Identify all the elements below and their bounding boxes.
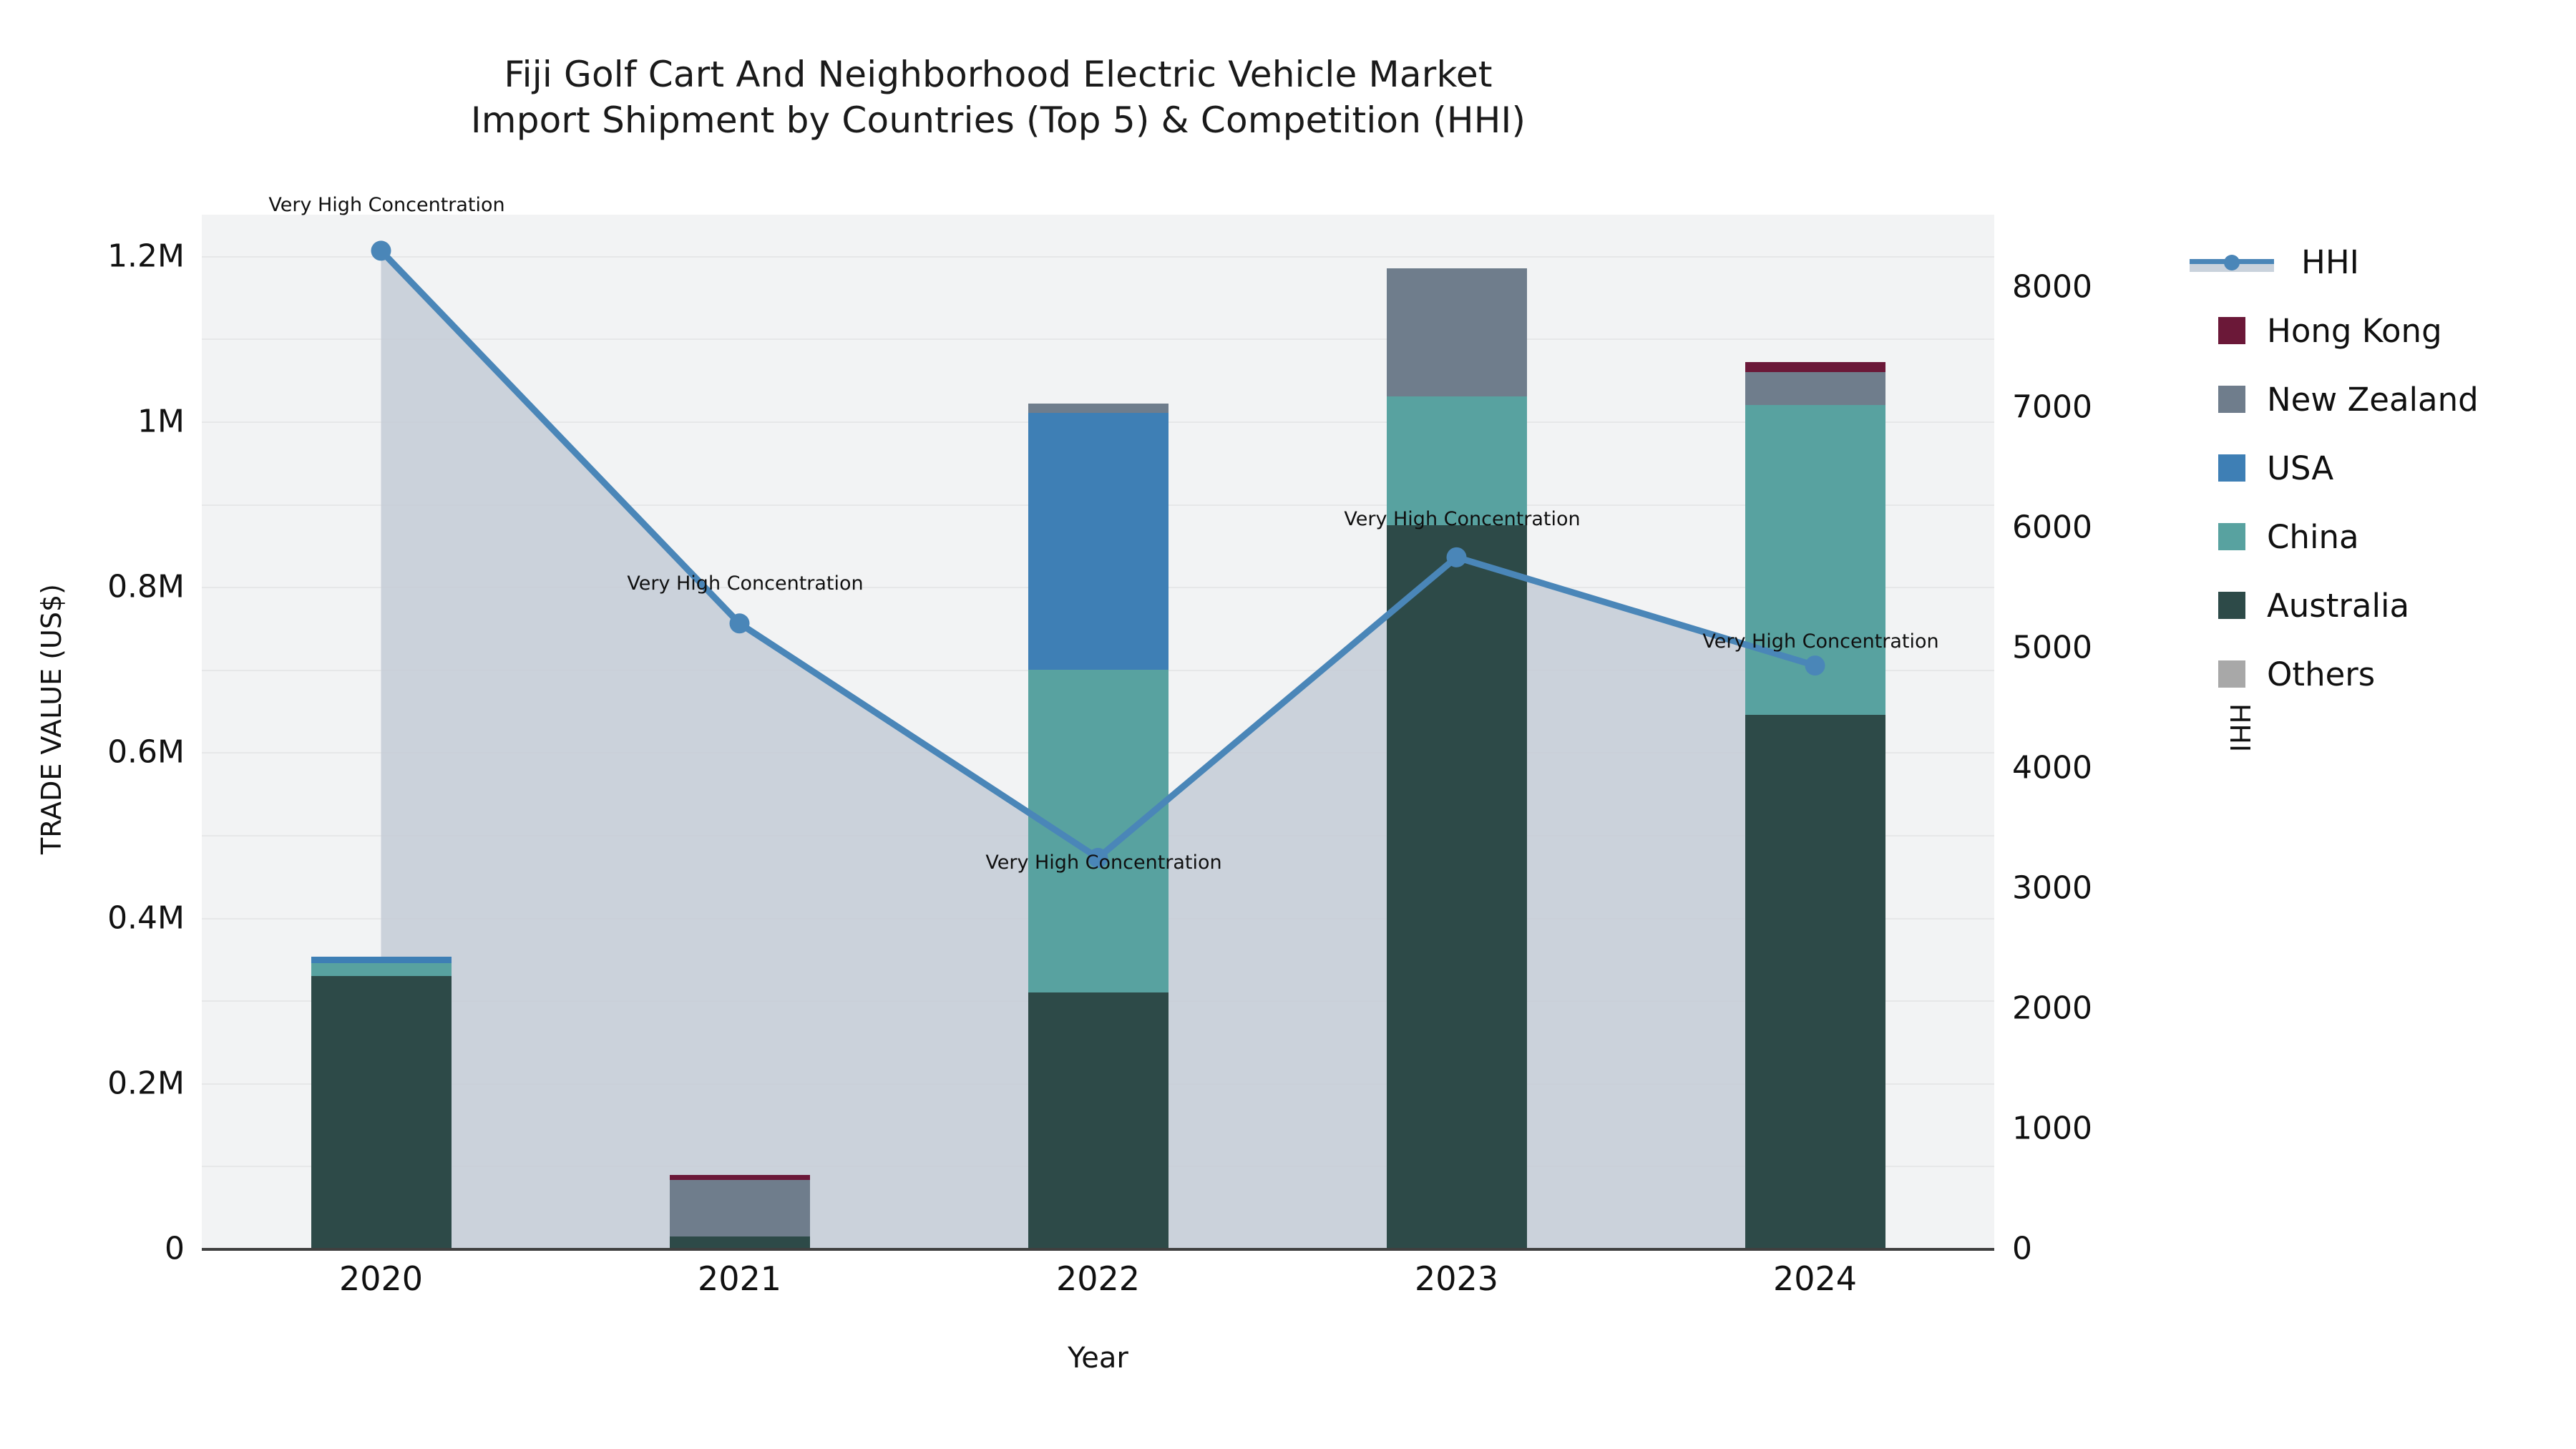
legend-item-label: Australia [2267, 586, 2410, 625]
x-axis-tick-label: 2024 [1772, 1259, 1858, 1298]
bar-stack[interactable] [311, 215, 452, 1249]
x-axis-tick-label: 2022 [1055, 1259, 1141, 1298]
chart-title-line-1: Fiji Golf Cart And Neighborhood Electric… [504, 54, 1493, 95]
bar-stack[interactable] [1386, 215, 1527, 1249]
legend-item[interactable]: New Zealand [2190, 365, 2576, 434]
y-axis-right-tick-label: 6000 [2012, 509, 2092, 546]
y-axis-right-tick-label: 0 [2012, 1230, 2032, 1267]
legend-item[interactable]: Others [2190, 640, 2576, 708]
bar-stack[interactable] [1028, 215, 1169, 1249]
y-axis-right-tick-label: 7000 [2012, 389, 2092, 426]
legend-item[interactable]: Hong Kong [2190, 296, 2576, 365]
legend-item-label: USA [2267, 449, 2334, 487]
bar-segment[interactable] [669, 1236, 810, 1249]
bar-segment[interactable] [669, 1175, 810, 1181]
bar-segment[interactable] [1745, 715, 1885, 1249]
y-axis-left-tick-label: 0.8M [107, 568, 185, 605]
y-axis-right-ticks: 0 1000 2000 3000 4000 5000 6000 7000 8000 [2012, 0, 2227, 1449]
y-axis-right-tick-label: 3000 [2012, 869, 2092, 907]
point-annotation: Very High Concentration [627, 572, 864, 595]
bar-segment[interactable] [1028, 403, 1169, 414]
legend-item[interactable]: HHI [2190, 228, 2576, 296]
bar-segment[interactable] [311, 956, 452, 964]
chart-title-line-2: Import Shipment by Countries (Top 5) & C… [470, 99, 1526, 141]
bar-segment[interactable] [1386, 525, 1527, 1249]
legend-item-label: Others [2267, 655, 2376, 693]
bar-segment[interactable] [311, 963, 452, 976]
bar-segment[interactable] [1386, 268, 1527, 397]
y-axis-left-tick-label: 0 [165, 1230, 185, 1267]
legend-item[interactable]: Australia [2190, 571, 2576, 640]
y-axis-right-tick-label: 1000 [2012, 1110, 2092, 1147]
y-axis-left-tick-label: 0.6M [107, 733, 185, 771]
y-axis-left-title: TRADE VALUE (US$) [36, 583, 67, 854]
legend-item-label: China [2267, 517, 2359, 556]
legend-item-label: HHI [2301, 243, 2359, 281]
y-axis-left-tick-label: 0.2M [107, 1065, 185, 1102]
stacked-bars [202, 215, 1994, 1249]
hhi-data-point[interactable] [729, 613, 750, 634]
hhi-data-point[interactable] [371, 240, 391, 261]
y-axis-right-tick-label: 4000 [2012, 749, 2092, 786]
legend-swatch-icon [2218, 660, 2245, 688]
legend-item[interactable]: USA [2190, 434, 2576, 502]
bar-stack[interactable] [669, 215, 810, 1249]
hhi-data-point[interactable] [1446, 547, 1467, 567]
x-axis-tick-label: 2020 [338, 1259, 424, 1298]
legend-item-label: New Zealand [2267, 380, 2479, 419]
bar-segment[interactable] [311, 975, 452, 1249]
bar-segment[interactable] [1745, 371, 1885, 405]
y-axis-left-tick-label: 1M [137, 403, 185, 440]
hhi-line-series [202, 215, 1994, 1249]
gridline [202, 255, 1994, 258]
x-axis-ticks: 2020 2021 2022 2023 2024 [202, 1259, 1994, 1317]
point-annotation: Very High Concentration [268, 194, 505, 217]
chart-legend: HHI Hong Kong New Zealand USA China Australia… [2190, 228, 2576, 708]
legend-swatch-icon [2218, 592, 2245, 619]
y-axis-left-title-wrap: TRADE VALUE (US$) [0, 215, 67, 1249]
hhi-line-path [371, 240, 1825, 868]
x-axis-line [202, 1248, 1994, 1251]
point-annotation: Very High Concentration [985, 851, 1222, 874]
y-axis-right-tick-label: 8000 [2012, 268, 2092, 306]
hhi-data-point[interactable] [1805, 655, 1825, 676]
bar-segment[interactable] [1028, 413, 1169, 670]
hhi-data-point[interactable] [1088, 847, 1108, 868]
y-axis-right-tick-label: 2000 [2012, 990, 2092, 1027]
y-axis-right-tick-label: 5000 [2012, 629, 2092, 666]
point-annotation: Very High Concentration [1344, 507, 1581, 530]
legend-item-label: Hong Kong [2267, 311, 2442, 350]
bar-segment[interactable] [1745, 361, 1885, 372]
y-axis-left-tick-label: 1.2M [107, 238, 185, 275]
bar-segment[interactable] [669, 1180, 810, 1236]
legend-swatch-icon [2218, 317, 2245, 344]
plot-area: Very High Concentration Very High Concent… [202, 194, 1994, 1250]
x-axis-tick-label: 2023 [1414, 1259, 1499, 1298]
y-axis-left-ticks: 0 0.2M 0.4M 0.6M 0.8M 1M 1.2M [0, 0, 185, 1449]
bar-segment[interactable] [1028, 992, 1169, 1249]
point-annotation: Very High Concentration [1702, 630, 1939, 653]
chart-title: Fiji Golf Cart And Neighborhood Electric… [0, 52, 1996, 143]
x-axis-title: Year [1068, 1342, 1128, 1375]
hhi-line-stroke [379, 248, 1816, 862]
x-axis-tick-label: 2021 [697, 1259, 782, 1298]
gridline [202, 338, 1994, 341]
legend-swatch-icon [2218, 523, 2245, 550]
bar-segment[interactable] [1386, 396, 1527, 525]
legend-swatch-icon [2218, 454, 2245, 482]
y-axis-left-tick-label: 0.4M [107, 899, 185, 937]
legend-line-marker-icon [2190, 248, 2274, 275]
legend-item[interactable]: China [2190, 502, 2576, 571]
legend-swatch-icon [2218, 386, 2245, 413]
